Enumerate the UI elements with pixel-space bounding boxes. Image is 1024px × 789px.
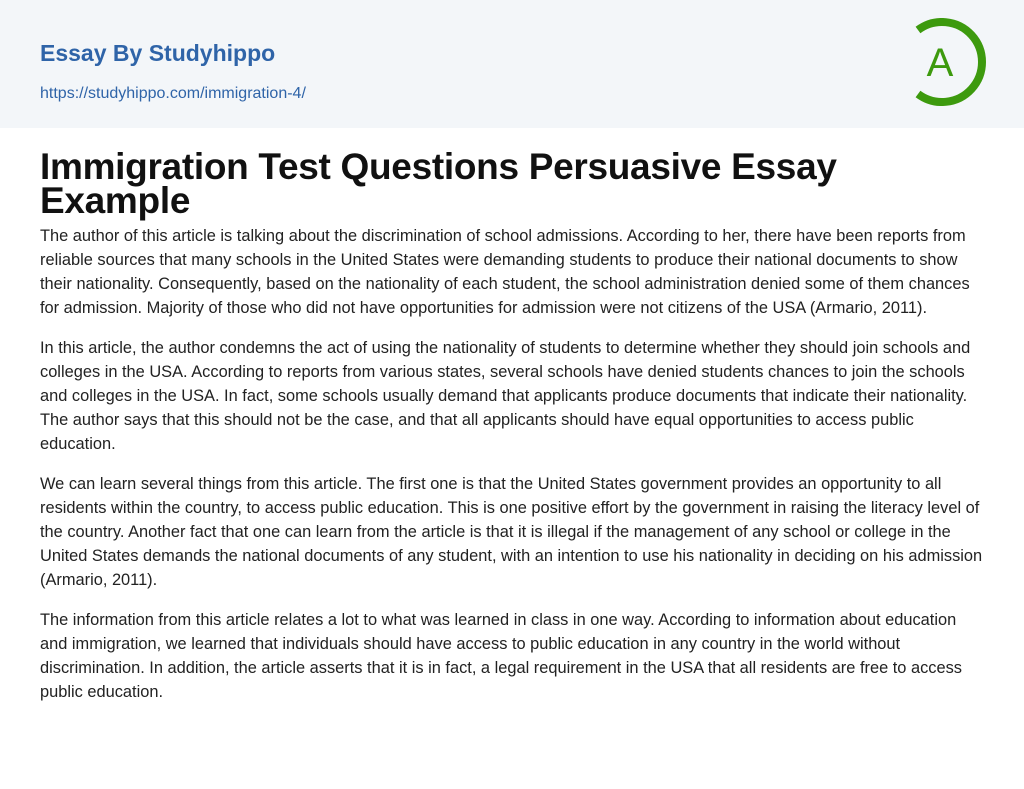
studyhippo-logo-icon: A	[915, 18, 986, 106]
site-header: Essay By Studyhippo https://studyhippo.c…	[0, 0, 1024, 128]
brand-title: Essay By Studyhippo	[40, 40, 276, 66]
paragraph-1: The author of this article is talking ab…	[40, 227, 970, 317]
paragraph-3: We can learn several things from this ar…	[40, 475, 983, 589]
logo-letter: A	[927, 41, 954, 85]
paragraph-2: In this article, the author condemns the…	[40, 339, 971, 453]
source-url-link[interactable]: https://studyhippo.com/immigration-4/	[40, 85, 306, 102]
paragraph-4: The information from this article relate…	[40, 611, 962, 701]
page-title: Immigration Test Questions Persuasive Es…	[40, 146, 837, 221]
article: Immigration Test Questions Persuasive Es…	[0, 128, 1024, 704]
